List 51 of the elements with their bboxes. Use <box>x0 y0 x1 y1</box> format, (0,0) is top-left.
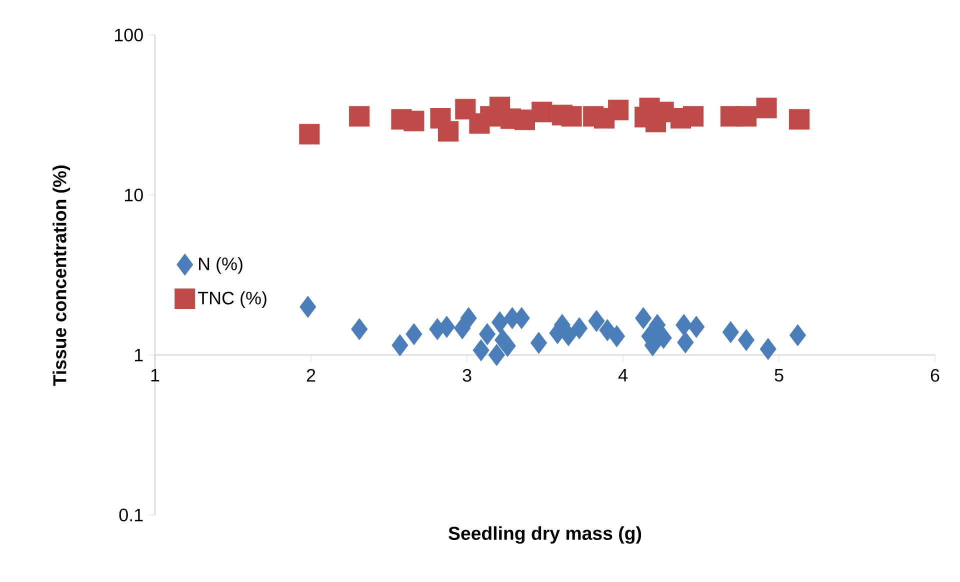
point <box>608 100 629 120</box>
point <box>438 121 459 142</box>
point <box>789 324 806 346</box>
point <box>760 338 776 360</box>
point <box>608 325 626 348</box>
y-tick-label: 1 <box>134 348 143 362</box>
point <box>561 106 582 127</box>
x-axis-title: Seedling dry mass (g) <box>448 526 642 544</box>
x-tick-label: 5 <box>774 369 784 382</box>
point <box>530 332 548 354</box>
y-tick-label: 100 <box>114 28 143 42</box>
point <box>491 311 508 334</box>
point <box>738 329 755 351</box>
point <box>392 334 408 356</box>
point <box>499 334 516 357</box>
y-axis-title: Tissue concentration (%) <box>52 165 70 386</box>
point <box>682 106 704 127</box>
point <box>688 316 705 338</box>
legend-label: N (%) <box>199 257 242 274</box>
point <box>472 339 490 362</box>
point <box>532 102 552 122</box>
point <box>404 110 424 132</box>
point <box>406 323 422 346</box>
point <box>300 296 316 318</box>
point <box>676 314 692 336</box>
point <box>756 98 777 118</box>
point <box>455 98 476 120</box>
point <box>299 124 320 144</box>
x-tick-label: 3 <box>462 369 472 382</box>
point <box>488 344 505 366</box>
point <box>789 109 810 130</box>
point <box>349 106 370 127</box>
legend-label: TNC (%) <box>198 291 266 308</box>
point <box>736 106 757 127</box>
x-tick-label: 1 <box>151 369 160 382</box>
point <box>479 323 496 346</box>
point <box>560 324 577 346</box>
point <box>655 326 672 349</box>
point <box>635 307 652 330</box>
y-tick-label: 0.1 <box>119 508 143 522</box>
y-tick-label: 10 <box>124 188 143 202</box>
x-tick-label: 2 <box>306 369 316 382</box>
point <box>649 314 666 336</box>
point <box>722 321 739 344</box>
point <box>351 318 368 340</box>
point <box>571 317 588 340</box>
x-tick-label: 4 <box>618 369 628 382</box>
point <box>677 331 694 354</box>
x-tick-label: 6 <box>930 369 940 382</box>
point <box>588 310 605 332</box>
point <box>460 307 477 330</box>
